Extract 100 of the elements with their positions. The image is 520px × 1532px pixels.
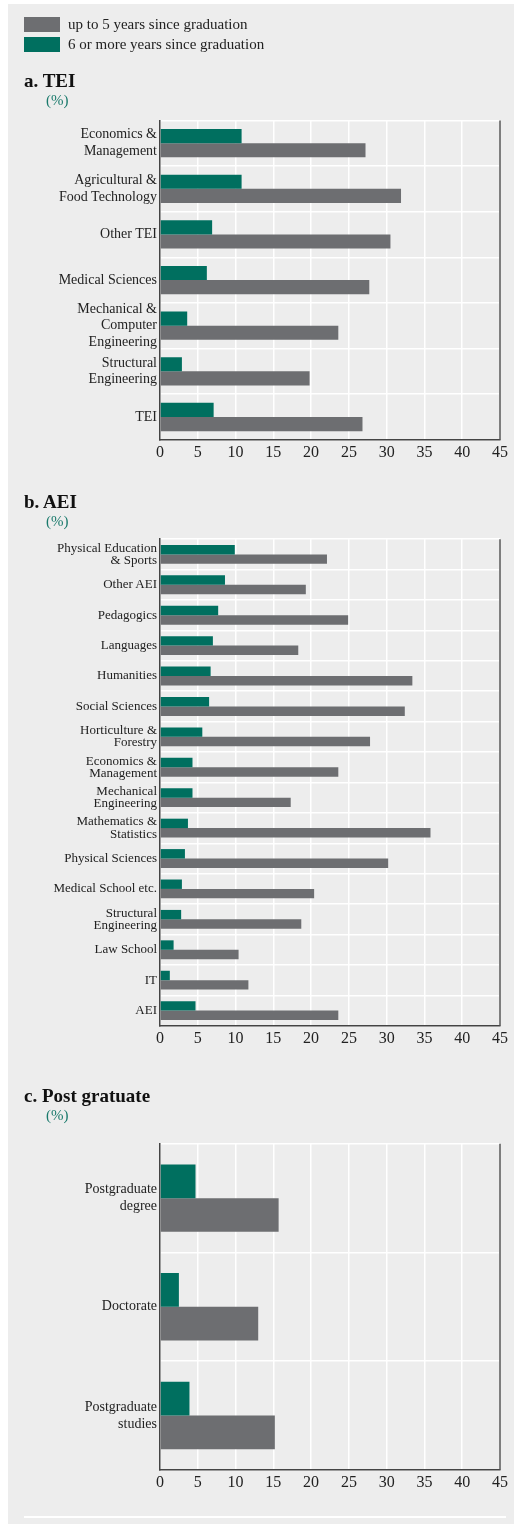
chart-subtitle: (%) <box>45 1107 70 1124</box>
bar <box>160 888 315 899</box>
x-tick-label: 35 <box>416 442 433 460</box>
y-tick-label: Mechanical & Computer Engineering <box>77 300 158 350</box>
x-tick-label: 40 <box>454 1028 471 1046</box>
bar <box>160 280 370 295</box>
bar <box>160 970 170 981</box>
bar <box>160 1415 275 1450</box>
x-tick-label: 30 <box>378 442 395 460</box>
y-tick-label: Postgraduate studies <box>84 1398 157 1431</box>
bar <box>160 909 182 920</box>
bar <box>160 818 188 829</box>
bar <box>160 1001 196 1011</box>
y-tick-label: Medical School etc. <box>53 880 157 896</box>
bar <box>160 849 185 859</box>
bar <box>160 697 210 707</box>
bar <box>160 402 214 417</box>
bar <box>160 727 203 737</box>
bar <box>160 767 339 777</box>
y-tick-label: Structural Engineering <box>93 904 158 932</box>
x-tick-label: 15 <box>265 1472 282 1490</box>
bar <box>160 940 174 950</box>
bar <box>160 1010 339 1021</box>
x-tick-label: 45 <box>492 1472 508 1490</box>
y-tick-label: Social Sciences <box>75 697 157 713</box>
y-tick-label: TEI <box>135 408 158 424</box>
bar <box>160 706 405 716</box>
legend-label: 6 or more years since graduation <box>68 35 265 53</box>
x-tick-label: 40 <box>454 442 471 460</box>
x-tick-label: 25 <box>340 1028 357 1046</box>
y-tick-label: Languages <box>100 637 157 653</box>
x-tick-label: 0 <box>156 1472 164 1490</box>
bar <box>160 797 291 808</box>
y-tick-label: Other AEI <box>103 576 157 592</box>
bar <box>160 554 327 564</box>
bar <box>160 357 182 372</box>
bar <box>160 584 306 595</box>
y-tick-label: Medical Sciences <box>58 271 157 287</box>
bar <box>160 676 413 686</box>
x-tick-label: 35 <box>416 1472 433 1490</box>
bar <box>160 129 242 144</box>
x-tick-label: 0 <box>156 442 164 460</box>
bar <box>160 949 239 960</box>
bar <box>160 234 391 249</box>
bar <box>160 325 339 340</box>
y-tick-label: Structural Engineering <box>88 354 158 387</box>
bar <box>160 544 235 555</box>
bar <box>160 645 299 656</box>
x-tick-label: 10 <box>227 1472 244 1490</box>
bar <box>160 1273 179 1307</box>
chart-title: a. TEI <box>23 70 77 92</box>
y-tick-label: Mathematics & Statistics <box>76 813 157 841</box>
bar <box>160 736 371 747</box>
bar <box>160 1306 259 1341</box>
bar <box>160 1164 196 1199</box>
bar <box>160 188 402 203</box>
bar <box>160 1381 190 1416</box>
bar <box>160 636 213 646</box>
x-tick-label: 20 <box>303 442 320 460</box>
legend-label: up to 5 years since graduation <box>68 15 248 33</box>
chart-title: c. Post gratuate <box>23 1085 152 1107</box>
chart-subtitle: (%) <box>45 92 70 109</box>
bar <box>160 265 207 281</box>
x-tick-label: 0 <box>156 1028 164 1046</box>
y-tick-label: Mechanical Engineering <box>93 782 158 811</box>
bar <box>160 828 431 838</box>
bar <box>160 879 182 889</box>
x-tick-label: 45 <box>492 442 508 460</box>
bar <box>160 980 249 990</box>
chart-subtitle: (%) <box>45 513 70 530</box>
y-tick-label: Economics & Management <box>80 126 158 159</box>
bar <box>160 143 366 158</box>
bar <box>160 858 389 868</box>
y-tick-label: Postgraduate degree <box>84 1181 157 1214</box>
x-tick-label: 20 <box>303 1472 320 1490</box>
x-tick-label: 20 <box>303 1028 320 1046</box>
y-tick-label: Horticulture & Forestry <box>80 722 158 750</box>
bar <box>160 371 310 386</box>
y-tick-label: AEI <box>135 1002 157 1018</box>
x-tick-label: 30 <box>378 1472 395 1490</box>
bar <box>160 575 225 585</box>
y-tick-label: IT <box>144 971 158 987</box>
x-tick-label: 5 <box>193 1472 202 1490</box>
x-tick-label: 15 <box>265 1028 282 1046</box>
x-tick-label: 45 <box>492 1028 508 1046</box>
bar <box>160 1198 279 1232</box>
bar <box>160 757 193 768</box>
y-tick-label: Agricultural & Food Technology <box>59 172 158 204</box>
chart-title: b. AEI <box>23 491 78 513</box>
y-tick-label: Humanities <box>97 667 157 683</box>
y-tick-label: Other TEI <box>100 226 158 242</box>
y-tick-label: Physical Education & Sports <box>56 539 158 567</box>
x-tick-label: 30 <box>378 1028 395 1046</box>
bar <box>160 919 302 929</box>
bar <box>160 605 219 616</box>
bar <box>160 788 193 798</box>
x-tick-label: 35 <box>416 1028 433 1046</box>
bar <box>160 311 188 326</box>
bar <box>160 615 349 625</box>
x-tick-label: 5 <box>193 1028 202 1046</box>
